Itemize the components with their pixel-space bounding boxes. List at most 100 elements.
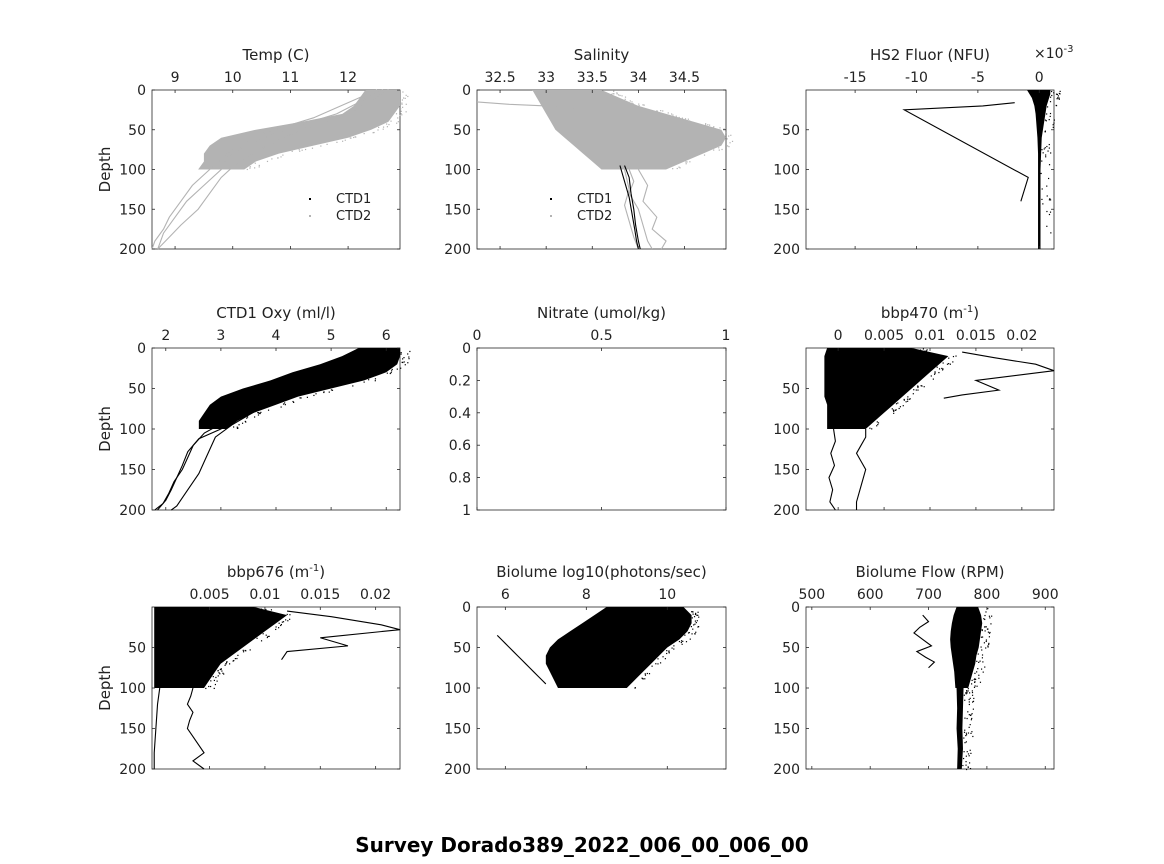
flow-point bbox=[971, 717, 973, 720]
bbp676-point bbox=[289, 614, 291, 616]
oxy-xtick-label: 5 bbox=[327, 328, 336, 344]
hs2fluor-point bbox=[1050, 90, 1053, 93]
biolume-point bbox=[693, 624, 695, 626]
oxy-ytick-label: 0 bbox=[137, 341, 146, 357]
biolume-series-1-line bbox=[496, 634, 547, 685]
salinity-point bbox=[688, 120, 691, 122]
bbp676-point bbox=[234, 657, 236, 660]
hs2fluor-point bbox=[1049, 112, 1052, 115]
salinity-point bbox=[718, 147, 720, 149]
salinity-point bbox=[705, 123, 707, 125]
hs2fluor-point bbox=[1053, 92, 1055, 94]
bbp676-point bbox=[220, 668, 222, 671]
bbp470-point bbox=[893, 409, 895, 411]
flow-point bbox=[982, 661, 984, 663]
oxy-point bbox=[389, 372, 391, 375]
flow-point bbox=[979, 681, 982, 683]
bbp676-point bbox=[289, 618, 291, 620]
hs2fluor-point bbox=[1049, 101, 1052, 103]
hs2fluor-point bbox=[1056, 98, 1058, 100]
salinity-point bbox=[687, 118, 689, 120]
bbp676-point bbox=[278, 627, 280, 629]
biolume-ytick-label: 0 bbox=[462, 600, 471, 616]
biolume-point bbox=[657, 658, 659, 660]
temp-point bbox=[397, 121, 399, 123]
bbp470-xtick-label: 0 bbox=[834, 328, 843, 344]
biolume-point bbox=[657, 663, 659, 665]
flow-xtick-label: 500 bbox=[798, 587, 825, 603]
oxy-point bbox=[306, 396, 309, 398]
temp-point bbox=[336, 141, 338, 143]
salinity-point bbox=[719, 127, 721, 129]
hs2fluor-point bbox=[1055, 93, 1058, 95]
bbp676-point bbox=[226, 661, 228, 663]
hs2fluor-point bbox=[1057, 97, 1059, 99]
biolume-series-0-envelope bbox=[545, 607, 692, 688]
bbp676-xtick-label: 0.02 bbox=[360, 587, 391, 603]
salinity-point bbox=[662, 110, 664, 112]
hs2fluor-axis-multiplier: ×10-3 bbox=[1034, 44, 1074, 62]
flow-point bbox=[970, 683, 973, 685]
hs2fluor-point bbox=[1041, 160, 1043, 162]
biolume-point bbox=[644, 674, 647, 676]
flow-point bbox=[970, 752, 972, 754]
salinity-point bbox=[656, 110, 658, 112]
biolume-point bbox=[689, 638, 691, 640]
temp-point bbox=[304, 148, 307, 151]
bbp470-point bbox=[923, 386, 925, 388]
temp-point bbox=[373, 131, 375, 134]
bbp470-point bbox=[955, 355, 957, 357]
oxy-point bbox=[257, 412, 260, 414]
flow-point bbox=[983, 618, 985, 620]
oxy-point bbox=[396, 368, 398, 370]
salinity-point bbox=[703, 154, 706, 156]
temp-point bbox=[301, 149, 303, 151]
flow-plot-area bbox=[913, 607, 993, 771]
flow-point bbox=[971, 713, 973, 715]
oxy-xtick-label: 6 bbox=[382, 328, 391, 344]
biolume-xtick-label: 6 bbox=[501, 587, 510, 603]
figure-title: Survey Dorado389_2022_006_00_006_00 bbox=[355, 833, 809, 857]
bbp470-point bbox=[909, 398, 911, 400]
flow-point bbox=[979, 660, 981, 662]
hs2fluor-series-0-envelope bbox=[1026, 90, 1051, 249]
flow-point bbox=[989, 617, 991, 619]
salinity-point bbox=[624, 98, 626, 100]
biolume-point bbox=[687, 632, 690, 634]
oxy-series-1-line bbox=[154, 404, 255, 511]
temp-point bbox=[271, 158, 273, 160]
flow-series-1-envelope bbox=[956, 688, 964, 769]
temp-point bbox=[382, 126, 385, 128]
flow-point bbox=[971, 731, 973, 733]
temp-legend: CTD1 CTD2 bbox=[309, 192, 371, 224]
hs2fluor-ytick-label: 100 bbox=[773, 163, 800, 179]
flow-point bbox=[971, 691, 974, 694]
bbp470-point bbox=[902, 405, 904, 407]
bbp470-point bbox=[948, 363, 950, 365]
hs2fluor-point bbox=[1046, 145, 1048, 148]
temp-point bbox=[254, 167, 256, 169]
salinity-point bbox=[707, 124, 709, 126]
hs2fluor-point bbox=[1041, 188, 1043, 190]
salinity-point bbox=[713, 149, 715, 151]
biolume-point bbox=[664, 658, 666, 660]
oxy-point bbox=[408, 358, 410, 360]
bbp470-point bbox=[893, 412, 895, 414]
biolume-point bbox=[634, 687, 636, 689]
flow-point bbox=[984, 618, 986, 621]
oxy-point bbox=[374, 380, 376, 382]
bbp470-point bbox=[913, 389, 915, 391]
bbp470-point bbox=[917, 386, 919, 389]
bbp470-ytick-label: 100 bbox=[773, 422, 800, 438]
panel-flow: 500 600 700 800 900 0 50 100 150 200 Biolume Flow … bbox=[773, 563, 1058, 778]
salinity-legend-marker bbox=[550, 198, 552, 200]
bbp470-point bbox=[933, 373, 936, 375]
salinity-point bbox=[613, 93, 615, 95]
salinity-point bbox=[713, 126, 715, 128]
biolume-point bbox=[671, 647, 673, 649]
hs2fluor-point bbox=[1049, 211, 1052, 213]
flow-point bbox=[985, 640, 987, 643]
hs2fluor-point bbox=[1046, 106, 1049, 108]
oxy-point bbox=[299, 397, 301, 399]
oxy-point bbox=[352, 385, 354, 387]
